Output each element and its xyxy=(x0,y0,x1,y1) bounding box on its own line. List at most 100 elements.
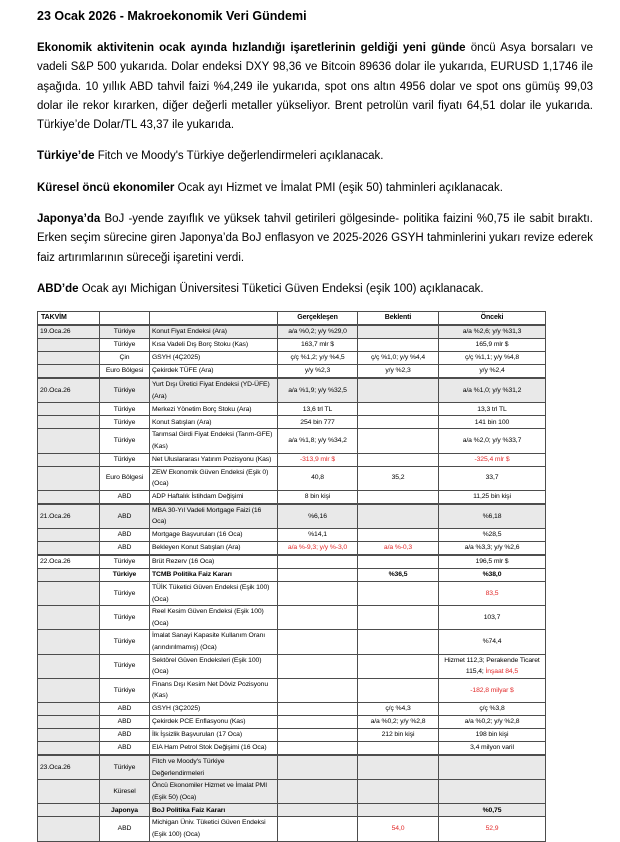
previous-cell: a/a %2,0; y/y %33,7 xyxy=(438,428,546,454)
actual-cell xyxy=(277,803,358,818)
expected-cell xyxy=(357,452,439,467)
actual-cell: %14,1 xyxy=(277,528,358,543)
calendar-row: 19.Oca.26 Türkiye Konut Fiyat Endeksi (Ara… xyxy=(37,324,546,340)
actual-cell xyxy=(277,701,358,716)
date-cell xyxy=(37,338,100,353)
summary-paragraphs: Ekonomik aktivitenin ocak ayında hızland… xyxy=(37,39,593,299)
country-cell: Türkiye xyxy=(99,452,150,467)
country-cell: ABD xyxy=(99,528,150,543)
previous-value: -325,4 mlr $ xyxy=(474,455,510,463)
calendar-row: Türkiye Reel Kesim Güven Endeksi (Eşik 10… xyxy=(37,605,546,631)
previous-value: 33,7 xyxy=(485,474,499,482)
previous-value: 196,5 mlr $ xyxy=(475,558,509,566)
previous-value: %38,0 xyxy=(482,571,502,579)
expected-cell xyxy=(357,753,439,781)
expected-cell: 212 bin kişi xyxy=(357,727,439,742)
date-cell: 19.Oca.26 xyxy=(37,324,100,340)
country-cell: Türkiye xyxy=(99,324,150,340)
date-cell xyxy=(37,605,100,631)
header-country xyxy=(99,311,150,326)
indicator-cell: MBA 30-Yıl Vadeli Mortgage Faizi (16 Oca… xyxy=(149,502,278,530)
actual-cell: a/a %0,2; y/y %29,0 xyxy=(277,324,358,340)
indicator-cell: Finans Dışı Kesim Net Döviz Pozisyonu (K… xyxy=(149,677,278,703)
country-cell: ABD xyxy=(99,701,150,716)
actual-cell: 13,6 trl TL xyxy=(277,402,358,417)
previous-cell xyxy=(438,779,546,805)
country-cell: Japonya xyxy=(99,803,150,818)
indicator-cell: Bekleyen Konut Satışları (Ara) xyxy=(149,541,278,556)
country-cell: Türkiye xyxy=(99,428,150,454)
previous-cell: 11,25 bin kişi xyxy=(438,489,546,505)
previous-cell: 52,9 xyxy=(438,816,546,842)
expected-cell xyxy=(357,338,439,353)
previous-value: a/a %3,3; y/y %2,6 xyxy=(464,544,520,552)
paragraph-lead: Japonya’da xyxy=(37,213,101,226)
date-cell xyxy=(37,714,100,729)
previous-value: %74,4 xyxy=(482,638,502,646)
country-cell: ABD xyxy=(99,816,150,842)
header-expected: Beklenti xyxy=(357,311,439,326)
calendar-row: Euro Bölgesi Çekirdek TÜFE (Ara) y/y %2,3 y… xyxy=(37,364,546,379)
expected-cell: 54,0 xyxy=(357,816,439,842)
actual-cell xyxy=(277,581,358,607)
date-cell xyxy=(37,779,100,805)
country-cell: Türkiye xyxy=(99,554,150,569)
expected-cell xyxy=(357,428,439,454)
date-cell: 23.Oca.26 xyxy=(37,753,100,781)
previous-cell: y/y %2,4 xyxy=(438,364,546,379)
paragraph-text: öncü Asya borsaları ve vadeli S&P 500 yu… xyxy=(37,42,593,132)
page-title: 23 Ocak 2026 - Makroekonomik Veri Gündem… xyxy=(37,9,307,23)
calendar-row: Türkiye TÜİK Tüketici Güven Endeksi (Eşik… xyxy=(37,581,546,607)
expected-cell: ç/ç %4,3 xyxy=(357,701,439,716)
previous-cell: a/a %2,6; y/y %31,3 xyxy=(438,324,546,340)
expected-cell xyxy=(357,605,439,631)
previous-value: %0,75 xyxy=(482,806,502,814)
actual-cell xyxy=(277,714,358,729)
date-cell xyxy=(37,452,100,467)
paragraph-lead: ABD’de xyxy=(37,282,79,295)
actual-cell xyxy=(277,727,358,742)
calendar-row: ABD Çekirdek PCE Enflasyonu (Kas) a/a %0,2… xyxy=(37,714,546,729)
actual-cell xyxy=(277,568,358,583)
expected-cell xyxy=(357,629,439,655)
calendar-row: Türkiye İmalat Sanayi Kapasite Kullanım O… xyxy=(37,629,546,655)
previous-value: 13,3 trl TL xyxy=(477,405,507,413)
calendar-row: Türkiye Net Uluslararası Yatırım Pozisyon… xyxy=(37,452,546,467)
previous-cell: a/a %1,0; y/y %31,2 xyxy=(438,377,546,404)
previous-value: %6,18 xyxy=(482,512,502,520)
previous-value: Hizmet 112,3; Perakende Ticaret 115,4; xyxy=(444,656,540,676)
expected-cell: %36,5 xyxy=(357,568,439,583)
previous-cell: 196,5 mlr $ xyxy=(438,554,546,569)
calendar-row: 21.Oca.26 ABD MBA 30-Yıl Vadeli Mortgage F… xyxy=(37,502,546,530)
country-cell: ABD xyxy=(99,714,150,729)
indicator-cell: Yurt Dışı Üretici Fiyat Endeksi (YD-ÜFE)… xyxy=(149,377,278,404)
indicator-cell: Kısa Vadeli Dış Borç Stoku (Kas) xyxy=(149,338,278,353)
country-cell: ABD xyxy=(99,489,150,505)
date-cell xyxy=(37,727,100,742)
indicator-cell: Sektörel Güven Endeksleri (Eşik 100) (Oc… xyxy=(149,653,278,679)
expected-cell: y/y %2,3 xyxy=(357,364,439,379)
country-cell: Euro Bölgesi xyxy=(99,364,150,379)
country-cell: ABD xyxy=(99,541,150,556)
previous-cell: -182,8 milyar $ xyxy=(438,677,546,703)
date-cell: 21.Oca.26 xyxy=(37,502,100,530)
actual-cell xyxy=(277,677,358,703)
date-cell xyxy=(37,364,100,379)
expected-cell xyxy=(357,581,439,607)
actual-cell xyxy=(277,605,358,631)
date-cell xyxy=(37,740,100,756)
paragraph-text: Ocak ayı Hizmet ve İmalat PMI (eşik 50) … xyxy=(174,181,503,194)
country-cell: Türkiye xyxy=(99,338,150,353)
paragraph: Japonya’da BoJ -yende zayıflık ve yüksek… xyxy=(37,210,593,268)
indicator-cell: ADP Haftalık İstihdam Değişimi xyxy=(149,489,278,505)
previous-cell: 165,9 mlr $ xyxy=(438,338,546,353)
previous-cell: 33,7 xyxy=(438,465,546,491)
actual-cell: -313,9 mlr $ xyxy=(277,452,358,467)
previous-value: 141 bin 100 xyxy=(474,418,510,426)
previous-cell: -325,4 mlr $ xyxy=(438,452,546,467)
calendar-row: Türkiye Konut Satışları (Ara) 254 bin 777 1… xyxy=(37,415,546,430)
calendar-row: Türkiye Tarımsal Girdi Fiyat Endeksi (Tar… xyxy=(37,428,546,454)
paragraph: Küresel öncü ekonomiler Ocak ayı Hizmet … xyxy=(37,179,593,198)
indicator-cell: Merkezi Yönetim Borç Stoku (Ara) xyxy=(149,402,278,417)
indicator-cell: BoJ Politika Faiz Kararı xyxy=(149,803,278,818)
